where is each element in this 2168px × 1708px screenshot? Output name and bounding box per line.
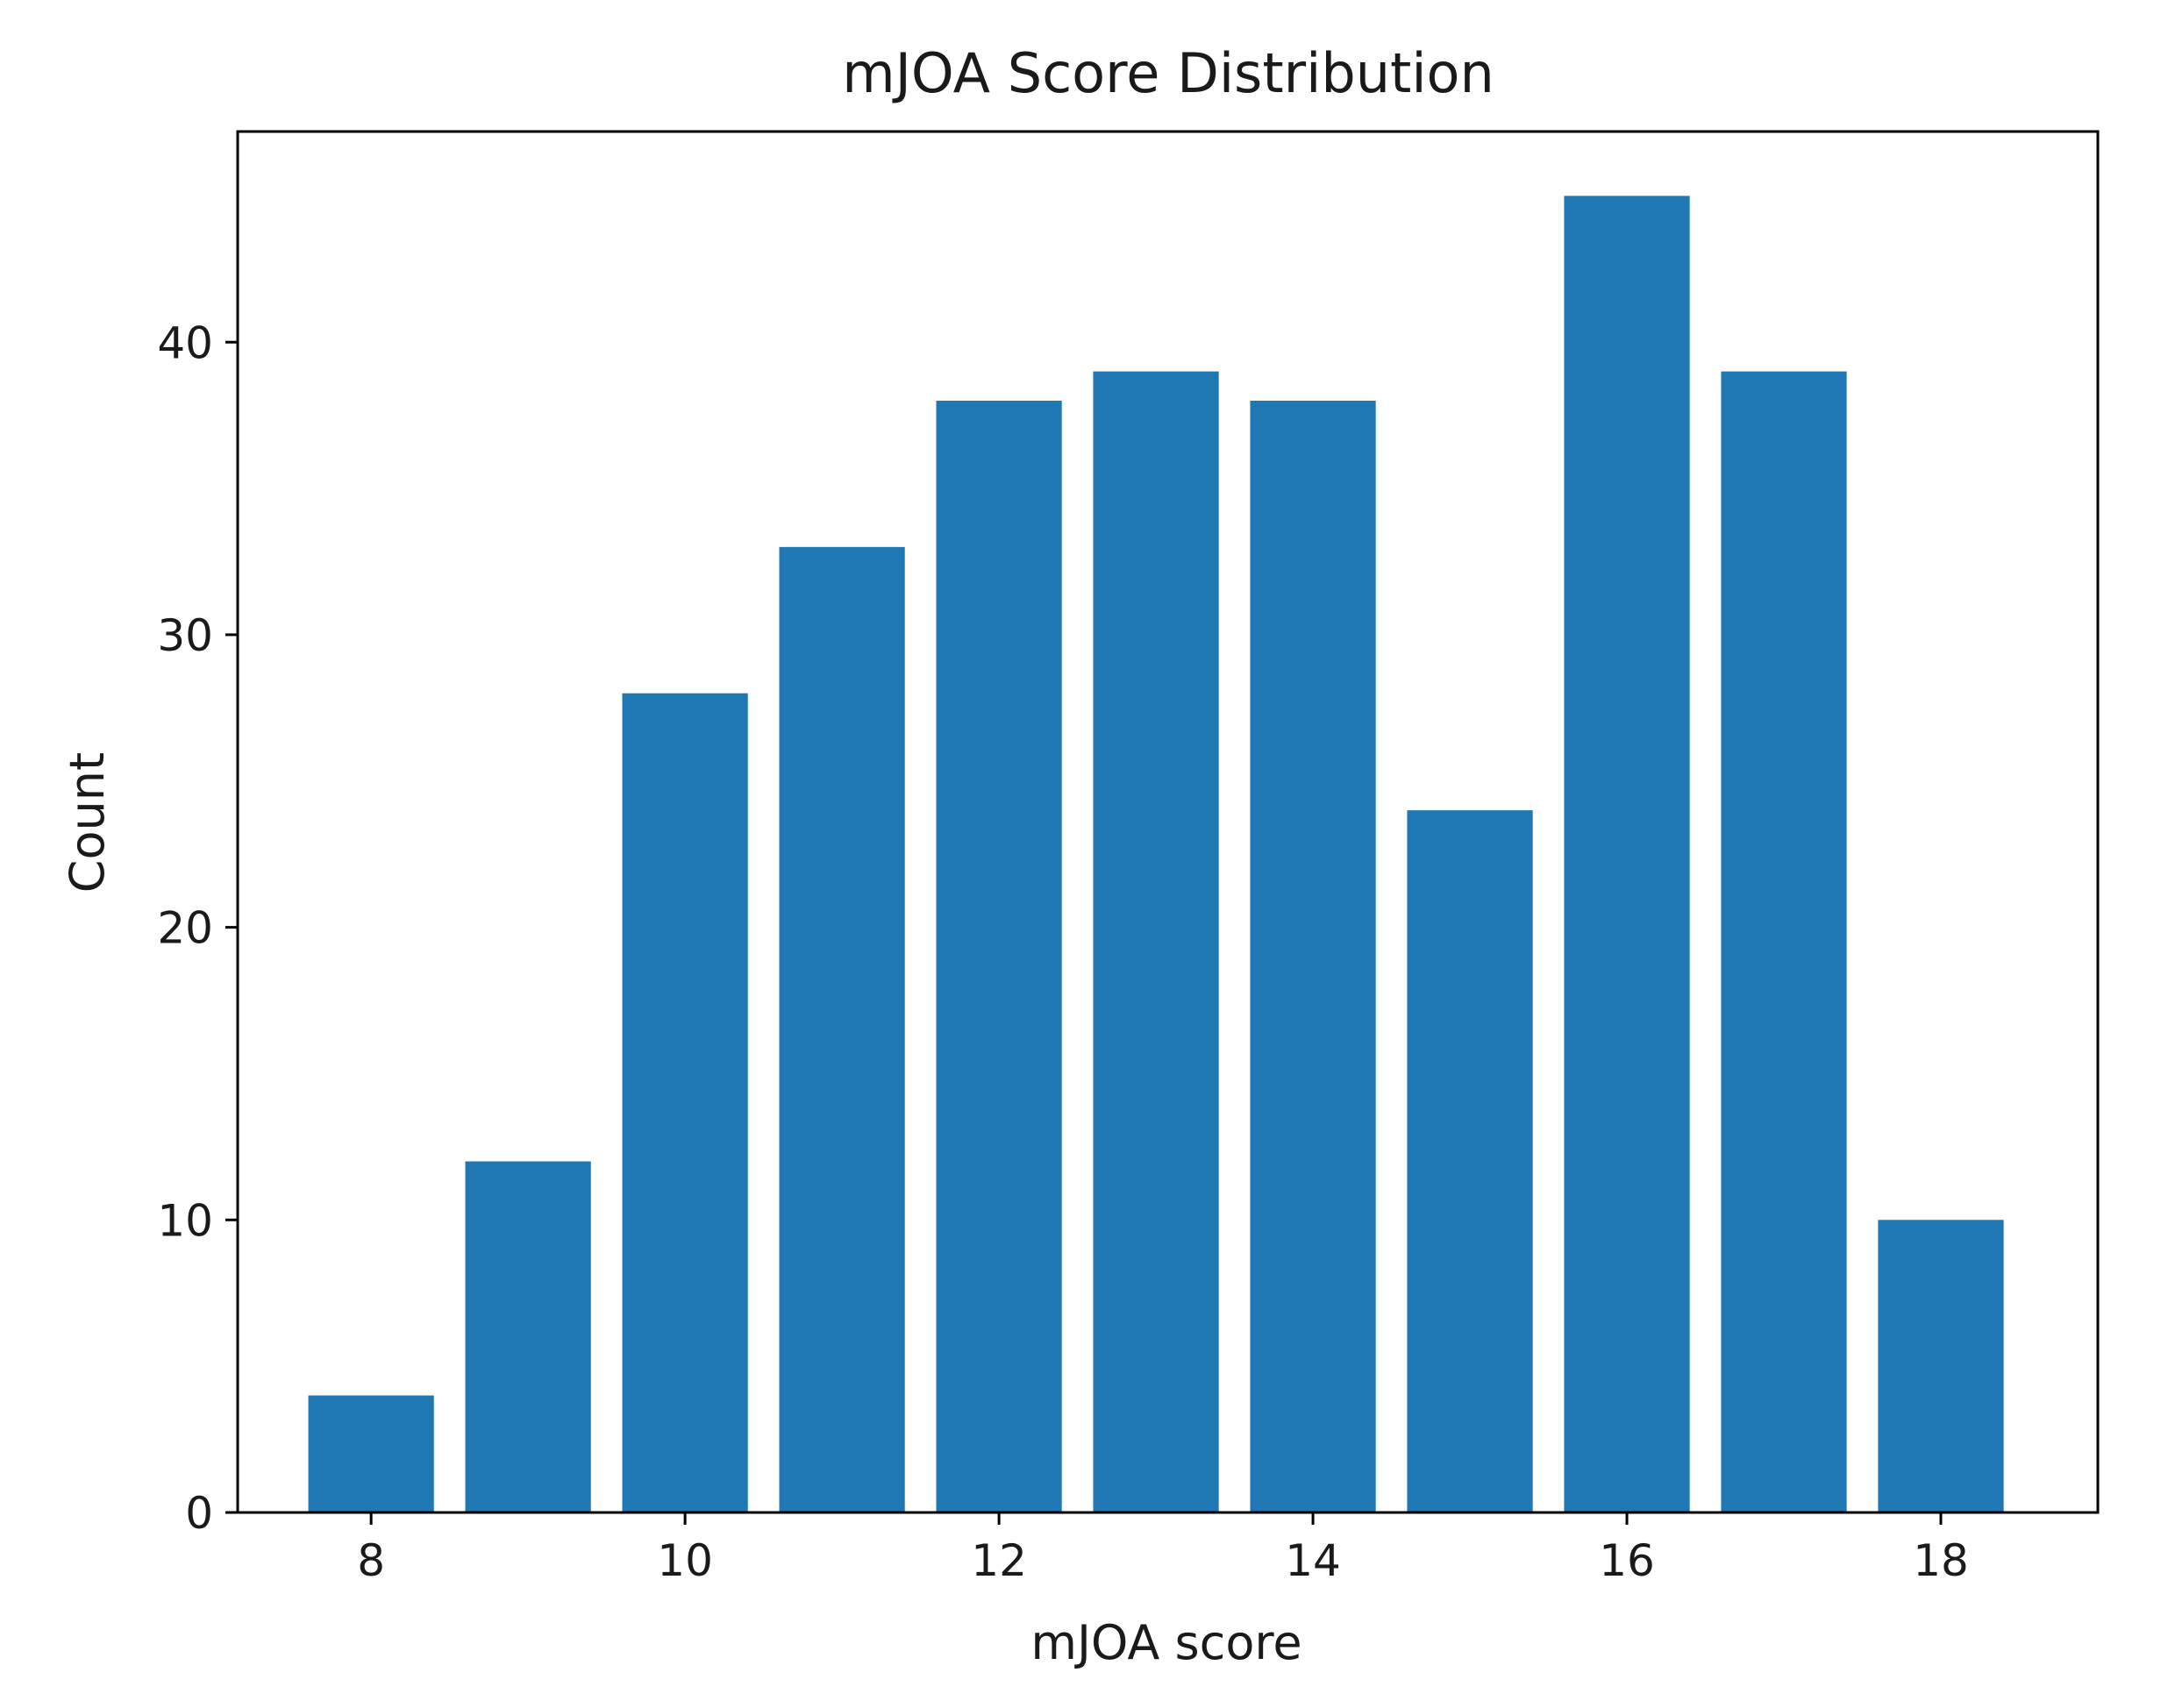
x-tick-label-10: 10 (657, 1535, 713, 1586)
bar-13 (1093, 371, 1219, 1512)
y-tick-label-10: 10 (157, 1195, 213, 1246)
x-tick-label-16: 16 (1599, 1535, 1655, 1586)
x-tick-label-18: 18 (1913, 1535, 1969, 1586)
bar-14 (1250, 400, 1376, 1512)
y-tick-label-0: 0 (185, 1488, 213, 1539)
bar-18 (1878, 1220, 2004, 1512)
bar-12 (936, 400, 1062, 1512)
bar-10 (622, 693, 748, 1512)
y-axis: 0 10 20 30 40 (157, 317, 238, 1539)
y-tick-label-30: 30 (157, 610, 213, 661)
bar-8 (308, 1395, 434, 1512)
chart-title: mJOA Score Distribution (842, 41, 1494, 105)
y-tick-label-40: 40 (157, 317, 213, 368)
x-tick-label-14: 14 (1285, 1535, 1341, 1586)
y-axis-label: Count (60, 752, 115, 893)
plot-frame (236, 130, 2100, 1514)
bar-11 (779, 546, 905, 1512)
bar-15 (1407, 810, 1533, 1512)
x-axis-label: mJOA score (1031, 1615, 1302, 1670)
bar-17 (1721, 371, 1847, 1512)
bar-16 (1564, 196, 1690, 1512)
y-tick-label-20: 20 (157, 903, 213, 954)
bar-9 (465, 1161, 591, 1512)
x-tick-label-8: 8 (357, 1535, 385, 1586)
x-axis: 8 10 12 14 16 18 (357, 1512, 1969, 1586)
bars-group (308, 196, 2004, 1512)
x-tick-label-12: 12 (971, 1535, 1027, 1586)
